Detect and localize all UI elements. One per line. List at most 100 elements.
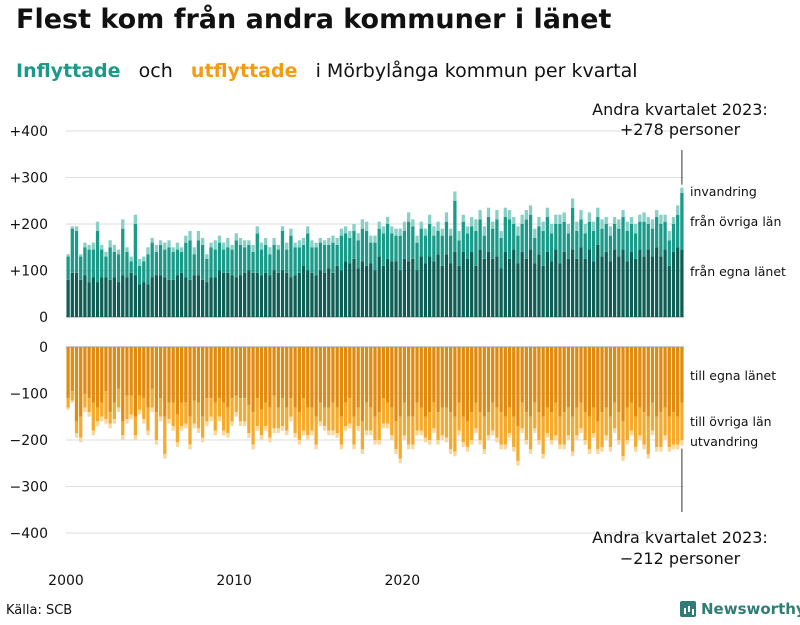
bar-in-segment <box>478 219 482 250</box>
bar-out-segment <box>655 347 659 417</box>
bar-out-segment <box>671 412 676 445</box>
bar-out-segment <box>444 437 449 443</box>
bar-out-segment <box>335 433 339 438</box>
bar-in-segment <box>272 237 276 245</box>
bar-out-segment <box>612 347 617 403</box>
bar-out-segment <box>373 440 377 445</box>
bar-out-segment <box>604 435 608 440</box>
bar-in-segment <box>533 228 537 238</box>
bar-out-segment <box>436 412 440 440</box>
bar-out-segment <box>432 402 436 429</box>
bar-out-segment <box>87 347 91 399</box>
bar-in-segment <box>524 219 528 259</box>
bar-in-segment <box>217 270 222 317</box>
chart-subtitle: Inflyttade och utflyttade i Mörbylånga k… <box>16 60 638 82</box>
bar-in-segment <box>465 226 470 234</box>
bar-out-segment <box>192 423 196 429</box>
bar-in-segment <box>112 251 116 278</box>
bar-in-segment <box>634 224 638 234</box>
bar-in-segment <box>171 251 175 280</box>
bar-out-segment <box>104 347 108 392</box>
bar-in-segment <box>562 251 566 317</box>
bar-out-segment <box>66 398 70 408</box>
bar-out-segment <box>108 347 112 413</box>
bar-in-segment <box>356 240 360 269</box>
bar-out-segment <box>146 347 150 408</box>
bar-out-segment <box>385 347 390 403</box>
y-tick-label-bottom: 0 <box>39 340 48 356</box>
bar-out-segment <box>474 428 478 434</box>
bar-in-segment <box>549 233 554 262</box>
x-tick-label: 2000 <box>48 573 84 589</box>
bar-out-segment <box>158 398 163 417</box>
bar-out-segment <box>251 347 255 413</box>
bar-in-segment <box>587 221 592 250</box>
bar-out-segment <box>465 421 470 447</box>
bar-in-segment <box>428 214 432 224</box>
bar-in-segment <box>205 282 209 317</box>
bar-out-segment <box>650 347 655 403</box>
bar-in-segment <box>327 244 331 269</box>
bar-in-segment <box>444 254 449 317</box>
bar-in-segment <box>171 247 175 252</box>
bar-out-segment <box>423 437 428 443</box>
bar-in-segment <box>322 244 327 273</box>
bar-out-segment <box>238 398 243 422</box>
bar-in-segment <box>486 251 491 317</box>
bar-out-segment <box>470 440 474 445</box>
bar-in-segment <box>339 228 344 236</box>
bar-out-segment <box>276 407 280 429</box>
bar-out-segment <box>310 347 314 408</box>
bar-out-segment <box>331 402 335 431</box>
bar-out-segment <box>579 402 583 429</box>
bar-in-segment <box>251 244 255 252</box>
bar-out-segment <box>285 430 289 436</box>
bar-out-segment <box>507 347 512 408</box>
bar-in-segment <box>154 244 159 252</box>
bar-in-segment <box>339 270 344 317</box>
bar-out-segment <box>406 416 411 445</box>
bar-out-segment <box>121 421 125 436</box>
bar-in-segment <box>680 249 684 317</box>
bar-out-segment <box>335 407 339 434</box>
bar-out-segment <box>591 433 596 438</box>
bar-out-segment <box>486 412 491 436</box>
bar-out-segment <box>373 347 377 417</box>
newsworthy-logo[interactable]: Newsworthy <box>680 600 800 618</box>
bar-out-segment <box>482 416 486 450</box>
bar-in-segment <box>537 217 541 227</box>
bar-in-segment <box>184 242 188 278</box>
bar-in-segment <box>411 226 415 259</box>
bar-out-segment <box>222 347 226 403</box>
bar-out-segment <box>545 407 550 434</box>
bar-out-segment <box>142 347 146 399</box>
bar-in-segment <box>659 256 663 317</box>
bar-in-segment <box>167 279 171 317</box>
bar-in-segment <box>146 284 150 317</box>
series-label-in: från egna länet <box>690 264 786 279</box>
bar-in-segment <box>478 210 482 220</box>
bar-out-segment <box>360 449 365 454</box>
bar-out-segment <box>634 416 638 447</box>
bar-out-segment <box>533 402 537 429</box>
bar-out-segment <box>200 437 205 443</box>
bar-in-segment <box>213 277 217 317</box>
bar-out-segment <box>268 437 272 443</box>
bar-out-segment <box>238 421 243 427</box>
bar-out-segment <box>507 433 512 438</box>
bar-out-segment <box>264 347 268 403</box>
subtitle-rest: i Mörbylånga kommun per kvartal <box>315 60 638 82</box>
bar-in-segment <box>541 265 545 317</box>
bar-in-segment <box>663 221 667 250</box>
bar-in-segment <box>402 258 407 317</box>
bar-out-segment <box>608 347 613 417</box>
bar-in-segment <box>642 256 646 317</box>
bar-in-segment <box>528 214 533 250</box>
bar-out-segment <box>545 347 550 408</box>
bar-out-segment <box>608 446 613 452</box>
bar-in-segment <box>444 212 449 222</box>
bar-out-segment <box>137 347 142 396</box>
bar-in-segment <box>503 207 507 218</box>
bar-out-segment <box>642 347 646 413</box>
bar-out-segment <box>377 412 381 440</box>
